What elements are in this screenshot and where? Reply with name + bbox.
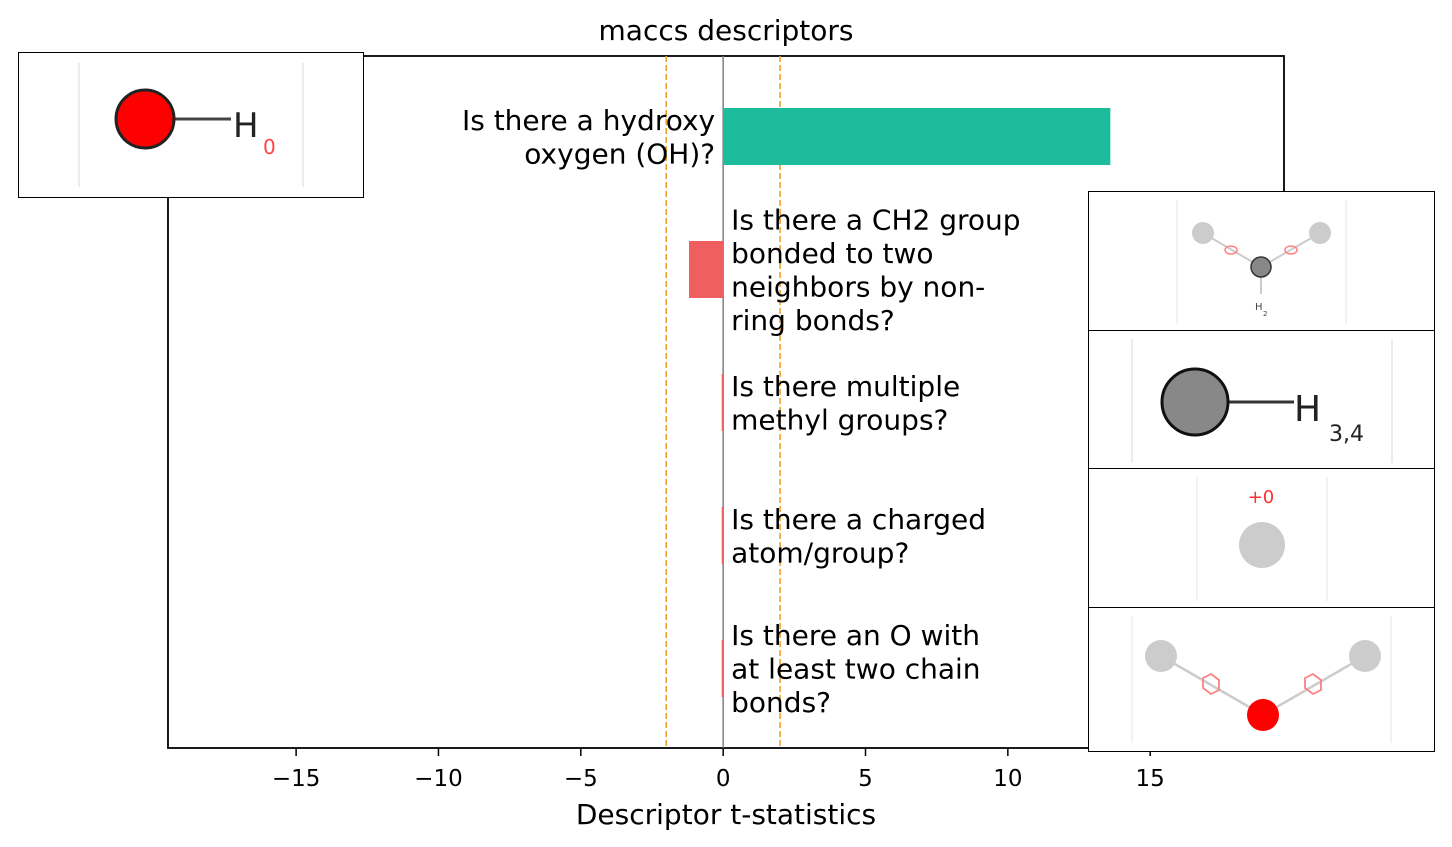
structure-image-charged: +0 [1088, 468, 1435, 608]
category-label-line: neighbors by non- [731, 270, 985, 303]
carbon-atom-icon [1250, 256, 1272, 278]
category-label-line: Is there a hydroxy [462, 104, 715, 137]
category-label-line: oxygen (OH)? [524, 137, 715, 170]
x-tick-label: −15 [272, 766, 321, 792]
structure-h-label: H [233, 106, 259, 146]
bar-2 [721, 374, 724, 431]
category-label-line: Is there a charged [731, 503, 986, 536]
category-label-line: bonded to two [731, 237, 933, 270]
structure-h-label: H [1294, 389, 1321, 430]
structure-h-label: H [1255, 302, 1263, 313]
carbon-atom-icon [1160, 367, 1230, 437]
x-tick-label: 5 [858, 766, 873, 792]
category-label-line: Is there multiple [731, 370, 960, 403]
category-label-line: methyl groups? [731, 403, 948, 436]
category-label-line: at least two chain [731, 653, 980, 686]
category-label-line: ring bonds? [731, 304, 895, 337]
structure-image-ether [1088, 607, 1435, 752]
structure-h-subscript: 2 [1263, 310, 1267, 318]
chart-title: maccs descriptors [599, 14, 854, 47]
plot-area [167, 55, 1285, 749]
category-label-0: Is there a hydroxy oxygen (OH)? [462, 104, 715, 171]
category-labels: Is there a hydroxy oxygen (OH)?Is there a… [462, 104, 1021, 719]
x-tick-label: 0 [716, 766, 731, 792]
x-tick-label: −5 [564, 766, 598, 792]
structure-h-subscript: 3,4 [1329, 422, 1364, 447]
x-tick-label: 10 [993, 766, 1022, 792]
structure-image-hydroxy: H 0 [18, 52, 364, 198]
category-label-line: Is there an O with [731, 619, 980, 652]
bar-4 [721, 640, 724, 697]
category-label-1: Is there a CH2 group bonded to two neighbo… [731, 203, 1020, 337]
category-label-line: Is there a CH2 group [731, 203, 1020, 236]
bar-1 [688, 241, 724, 298]
structure-image-ch2: H 2 [1088, 191, 1435, 331]
charge-label: +0 [1248, 487, 1275, 508]
structure-image-methyl: H 3,4 [1088, 330, 1435, 469]
x-tick-label: −10 [414, 766, 463, 792]
structure-h-subscript: 0 [263, 135, 276, 159]
bar-3 [721, 507, 724, 564]
oxygen-atom-icon [1247, 699, 1279, 731]
x-tick-label: 15 [1136, 766, 1165, 792]
bar-0 [723, 108, 1111, 165]
category-label-line: bonds? [731, 686, 831, 719]
x-axis-label: Descriptor t-statistics [576, 798, 876, 831]
x-axis-ticks: −15 −10 −5 0 5 10 15 [272, 748, 1165, 792]
category-label-line: atom/group? [731, 536, 909, 569]
category-label-4: Is there an O with at least two chain bond… [731, 619, 980, 719]
category-label-2: Is there multiple methyl groups? [731, 370, 960, 437]
atom-icon [1239, 522, 1285, 568]
oxygen-atom-icon [114, 88, 176, 150]
category-label-3: Is there a charged atom/group? [731, 503, 986, 570]
